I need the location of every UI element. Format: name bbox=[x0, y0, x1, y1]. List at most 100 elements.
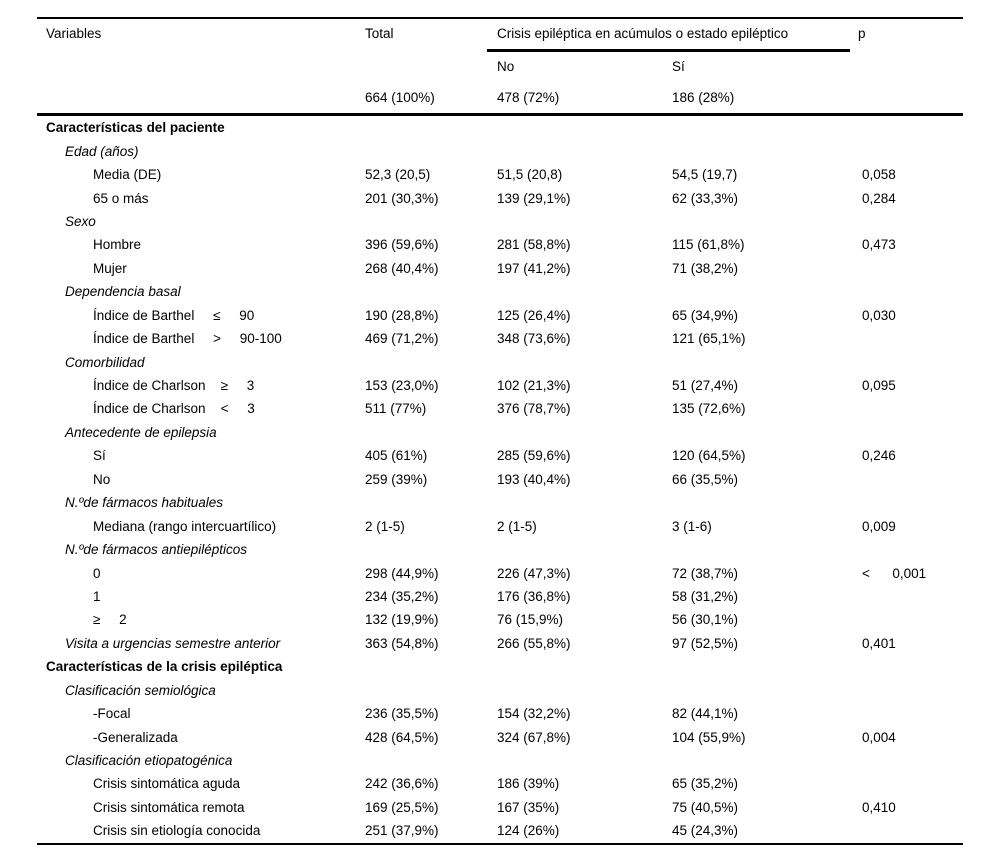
cell-p: 0,004 bbox=[862, 729, 896, 745]
col-header-p: p bbox=[858, 26, 866, 41]
row-label: Clasificación etiopatogénica bbox=[65, 753, 233, 769]
cell-si: 75 (40,5%) bbox=[672, 799, 739, 815]
cell-no: 125 (26,4%) bbox=[497, 307, 571, 323]
cell-no: 197 (41,2%) bbox=[497, 260, 571, 276]
row-label: -Focal bbox=[93, 706, 131, 722]
cell-total: 251 (37,9%) bbox=[365, 823, 439, 839]
cell-total: 201 (30,3%) bbox=[365, 190, 439, 206]
table-row: Sí 405 (61%) 285 (59,6%) 120 (64,5%) 0,246 bbox=[37, 444, 963, 467]
row-label: Crisis sintomática aguda bbox=[93, 776, 241, 792]
cell-no: 154 (32,2%) bbox=[497, 706, 571, 722]
total-count: 664 (100%) bbox=[365, 90, 435, 105]
table-row: Dependencia basal bbox=[37, 280, 963, 303]
row-label: Antecedente de epilepsia bbox=[65, 424, 217, 440]
cell-si: 65 (34,9%) bbox=[672, 307, 739, 323]
cell-p: 0,473 bbox=[862, 237, 896, 253]
table-row: Clasificación semiológica bbox=[37, 679, 963, 702]
cell-total: 153 (23,0%) bbox=[365, 378, 439, 394]
row-label: 0 bbox=[93, 565, 101, 581]
table-row: -Generalizada 428 (64,5%) 324 (67,8%) 104 (… bbox=[37, 725, 963, 748]
row-label: Media (DE) bbox=[93, 167, 162, 183]
cell-no: 324 (67,8%) bbox=[497, 729, 571, 745]
row-label: Índice de Charlson ≥ 3 bbox=[93, 378, 255, 394]
table-row: Comorbilidad bbox=[37, 350, 963, 373]
cell-total: 363 (54,8%) bbox=[365, 635, 439, 651]
table-row: N.ºde fármacos antiepilépticos bbox=[37, 538, 963, 561]
table-row: Índice de Barthel > 90-100 469 (71,2%) 348… bbox=[37, 327, 963, 350]
cell-total: 52,3 (20,5) bbox=[365, 167, 431, 183]
row-label: Características del paciente bbox=[46, 120, 225, 136]
row-label: N.ºde fármacos antiepilépticos bbox=[65, 542, 248, 558]
row-label: Clasificación semiológica bbox=[65, 682, 216, 698]
cell-no: 139 (29,1%) bbox=[497, 190, 571, 206]
cell-total: 2 (1-5) bbox=[365, 518, 405, 534]
table-row: Media (DE) 52,3 (20,5) 51,5 (20,8) 54,5 (19… bbox=[37, 163, 963, 186]
row-label: Índice de Barthel ≤ 90 bbox=[93, 307, 255, 323]
row-label: Índice de Barthel > 90-100 bbox=[93, 331, 282, 347]
col-header-si: Sí bbox=[672, 59, 685, 74]
table-row: Índice de Barthel ≤ 90 190 (28,8%) 125 (26… bbox=[37, 304, 963, 327]
table-row: ≥ 2 132 (19,9%) 76 (15,9%) 56 (30,1%) bbox=[37, 608, 963, 631]
cell-no: 102 (21,3%) bbox=[497, 378, 571, 394]
row-label: N.ºde fármacos habituales bbox=[65, 495, 224, 511]
row-label: Comorbilidad bbox=[65, 354, 145, 370]
row-label: 1 bbox=[93, 588, 101, 604]
row-label: 65 o más bbox=[93, 190, 149, 206]
cell-no: 266 (55,8%) bbox=[497, 635, 571, 651]
row-label: Mediana (rango intercuartílico) bbox=[93, 518, 277, 534]
row-label: Sexo bbox=[65, 213, 96, 229]
row-label: -Generalizada bbox=[93, 729, 178, 745]
table-row: Crisis sintomática aguda 242 (36,6%) 186 (… bbox=[37, 772, 963, 795]
col-header-span-group: Crisis epiléptica en acúmulos o estado e… bbox=[497, 26, 789, 41]
cell-si: 97 (52,5%) bbox=[672, 635, 739, 651]
cell-si: 121 (65,1%) bbox=[672, 331, 746, 347]
cell-total: 396 (59,6%) bbox=[365, 237, 439, 253]
cell-si: 120 (64,5%) bbox=[672, 448, 746, 464]
col-header-no: No bbox=[497, 59, 515, 74]
cell-si: 58 (31,2%) bbox=[672, 588, 739, 604]
cell-si: 62 (33,3%) bbox=[672, 190, 739, 206]
cell-p: 0,058 bbox=[862, 167, 896, 183]
cell-total: 511 (77%) bbox=[365, 401, 427, 417]
cell-no: 51,5 (20,8) bbox=[497, 167, 563, 183]
table-row: 1 234 (35,2%) 176 (36,8%) 58 (31,2%) bbox=[37, 585, 963, 608]
row-label: Sí bbox=[93, 448, 106, 464]
cell-no: 76 (15,9%) bbox=[497, 612, 564, 628]
cell-total: 298 (44,9%) bbox=[365, 565, 439, 581]
no-count: 478 (72%) bbox=[497, 90, 560, 105]
cell-si: 56 (30,1%) bbox=[672, 612, 739, 628]
col-header-variables: Variables bbox=[46, 26, 102, 41]
cell-si: 104 (55,9%) bbox=[672, 729, 746, 745]
bottom-rule bbox=[37, 842, 963, 845]
table-row: 65 o más 201 (30,3%) 139 (29,1%) 62 (33,3%)… bbox=[37, 186, 963, 209]
cell-total: 190 (28,8%) bbox=[365, 307, 439, 323]
cell-si: 72 (38,7%) bbox=[672, 565, 739, 581]
table-row: Índice de Charlson ≥ 3 153 (23,0%) 102 (21… bbox=[37, 374, 963, 397]
row-label: Edad (años) bbox=[65, 143, 139, 159]
row-label: Mujer bbox=[93, 260, 127, 276]
table-row: Mujer 268 (40,4%) 197 (41,2%) 71 (38,2%) bbox=[37, 257, 963, 280]
row-label: ≥ 2 bbox=[93, 612, 127, 628]
cell-p: < 0,001 bbox=[862, 565, 927, 581]
table-row: -Focal 236 (35,5%) 154 (32,2%) 82 (44,1%) bbox=[37, 702, 963, 725]
row-label: Características de la crisis epiléptica bbox=[46, 659, 283, 675]
table-body: Características del paciente Edad (años) M… bbox=[37, 116, 963, 843]
cell-si: 65 (35,2%) bbox=[672, 776, 739, 792]
cell-p: 0,410 bbox=[862, 799, 896, 815]
cell-total: 268 (40,4%) bbox=[365, 260, 439, 276]
cell-si: 71 (38,2%) bbox=[672, 260, 739, 276]
cell-p: 0,095 bbox=[862, 378, 896, 394]
table-row: Edad (años) bbox=[37, 139, 963, 162]
cell-no: 176 (36,8%) bbox=[497, 588, 571, 604]
cell-si: 82 (44,1%) bbox=[672, 706, 739, 722]
cell-no: 226 (47,3%) bbox=[497, 565, 571, 581]
cell-total: 169 (25,5%) bbox=[365, 799, 439, 815]
cell-total: 132 (19,9%) bbox=[365, 612, 439, 628]
cell-si: 45 (24,3%) bbox=[672, 823, 739, 839]
header-bottom-rule bbox=[37, 113, 963, 116]
table-row: Clasificación etiopatogénica bbox=[37, 749, 963, 772]
row-label: Hombre bbox=[93, 237, 142, 253]
cell-total: 234 (35,2%) bbox=[365, 588, 439, 604]
cell-p: 0,030 bbox=[862, 307, 896, 323]
